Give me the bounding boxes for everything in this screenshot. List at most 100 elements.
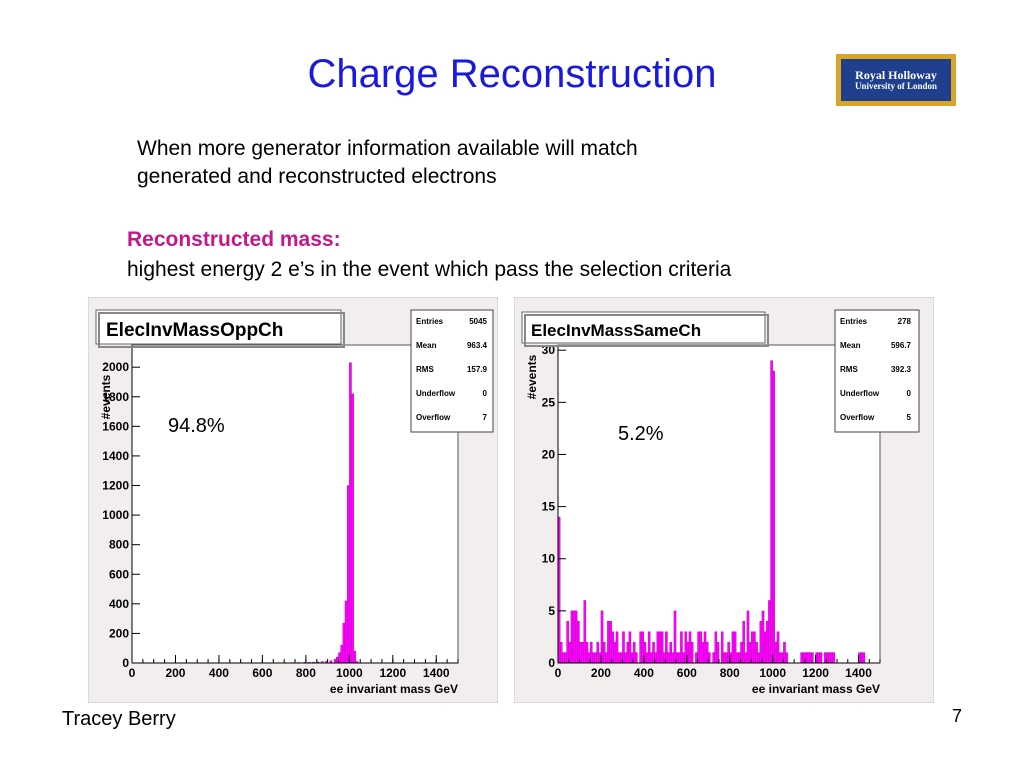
stat-value: 0	[483, 389, 488, 398]
histogram-bar	[811, 652, 814, 664]
histogram-title: ElecInvMassOppCh	[106, 320, 283, 341]
stat-value: 7	[483, 413, 488, 422]
stat-value: 0	[907, 389, 912, 398]
histogram-bar	[594, 652, 597, 664]
histogram-bar	[725, 652, 728, 664]
histogram-bar	[678, 652, 681, 664]
histogram-bar	[860, 652, 864, 664]
histogram-bar	[701, 641, 705, 664]
x-tick-label: 0	[129, 666, 136, 680]
histogram-bar	[660, 631, 664, 664]
reconstructed-mass-text: highest energy 2 e’s in the event which …	[127, 258, 732, 281]
histogram-bar	[346, 485, 350, 664]
royal-holloway-logo: Royal Holloway University of London	[836, 54, 956, 106]
intro-line-1: When more generator information availabl…	[137, 137, 638, 160]
histogram-bar	[645, 652, 649, 664]
stats-box	[834, 309, 920, 433]
x-axis-label: ee invariant mass GeV	[752, 682, 880, 696]
x-tick-label: 600	[252, 666, 272, 680]
histogram-bar	[626, 641, 630, 664]
histogram-bar	[628, 631, 632, 664]
x-ticks: 0 200 400 600 800 1000 1200 1400	[129, 655, 459, 680]
histogram-bar	[605, 652, 608, 664]
stats-rows: Entries 278 Mean 596.7 RMS 392.3 Underflow 0 Ove…	[840, 317, 912, 422]
y-axis-label: #events	[99, 374, 113, 419]
x-tick-label: 1400	[423, 666, 450, 680]
histogram-bar	[712, 652, 715, 664]
histogram-bar	[609, 621, 612, 664]
reconstructed-mass-block: Reconstructed mass: highest energy 2 e’s…	[127, 225, 731, 285]
histogram-bar	[574, 610, 578, 664]
y-axis-label: #events	[525, 354, 539, 399]
histogram-bar	[559, 641, 563, 664]
stat-name: Mean	[840, 341, 861, 350]
histogram-bar	[723, 652, 726, 664]
slide-title: Charge Reconstruction	[307, 52, 717, 96]
y-tick-label: 1600	[102, 419, 129, 433]
y-tick-label: 200	[109, 626, 129, 640]
stat-name: Overflow	[416, 413, 451, 422]
histogram-bar	[697, 631, 700, 664]
y-tick-label: 800	[109, 538, 129, 552]
title-box-shadow	[98, 312, 345, 348]
histogram-bar	[665, 631, 668, 664]
stat-name: Overflow	[840, 413, 875, 422]
stat-value: 157.9	[467, 365, 488, 374]
histogram-bar	[658, 631, 662, 664]
x-axis-label: ee invariant mass GeV	[330, 682, 458, 696]
x-tick-label: 1200	[802, 666, 829, 680]
histogram-bar	[583, 600, 587, 664]
stat-name: Underflow	[416, 389, 456, 398]
histogram-bar	[353, 650, 357, 664]
stat-value: 278	[898, 317, 912, 326]
x-tick-label: 1000	[336, 666, 363, 680]
stat-name: Entries	[416, 317, 444, 326]
x-tick-label: 400	[634, 666, 654, 680]
histogram-bars	[283, 362, 359, 664]
histogram-opposite-charge: 0 200 400 600 800 1000 1200 1400 0 200 400 600 800 1…	[88, 297, 498, 703]
histogram-bar	[819, 652, 823, 664]
histogram-bar	[785, 652, 788, 664]
y-tick-label: 400	[109, 597, 129, 611]
title-box-shadow	[524, 314, 769, 347]
x-tick-label: 800	[296, 666, 316, 680]
stat-value: 596.7	[891, 341, 912, 350]
stat-value: 5045	[469, 317, 487, 326]
y-tick-label: 5	[548, 604, 555, 618]
histogram-bar	[342, 622, 346, 664]
histogram-bar	[562, 652, 565, 664]
histogram-bar	[746, 610, 750, 664]
histogram-bar	[772, 370, 776, 664]
footer-author: Tracey Berry	[62, 708, 176, 730]
histogram-bar	[808, 652, 812, 664]
histogram-bar	[682, 652, 685, 664]
y-tick-label: 1000	[102, 508, 129, 522]
stat-name: Mean	[416, 341, 437, 350]
histogram-title: ElecInvMassSameCh	[531, 321, 701, 340]
histogram-bar	[669, 641, 672, 664]
histogram-bar	[647, 631, 651, 664]
histogram-bar	[351, 393, 354, 664]
histogram-bar	[714, 631, 718, 664]
stats-rows: Entries 5045 Mean 963.4 RMS 157.9 Underflow 0 Ov…	[416, 317, 488, 422]
x-tick-label: 1000	[759, 666, 786, 680]
histogram-bar	[763, 631, 767, 664]
histogram-bar	[720, 631, 724, 664]
y-tick-label: 1200	[102, 479, 129, 493]
histogram-bar	[680, 631, 683, 664]
stat-value: 392.3	[891, 365, 912, 374]
histogram-bar	[624, 652, 627, 664]
y-tick-label: 2000	[102, 360, 129, 374]
histogram-bar	[349, 362, 352, 664]
histogram-bar	[572, 610, 576, 664]
histogram-bar	[671, 652, 675, 664]
histogram-bar	[744, 652, 748, 664]
histogram-bar	[742, 621, 745, 664]
histogram-bar	[566, 621, 569, 664]
x-tick-label: 400	[209, 666, 229, 680]
stat-name: Underflow	[840, 389, 880, 398]
histogram-bar	[564, 652, 567, 664]
logo-text: Royal Holloway University of London	[841, 59, 951, 101]
